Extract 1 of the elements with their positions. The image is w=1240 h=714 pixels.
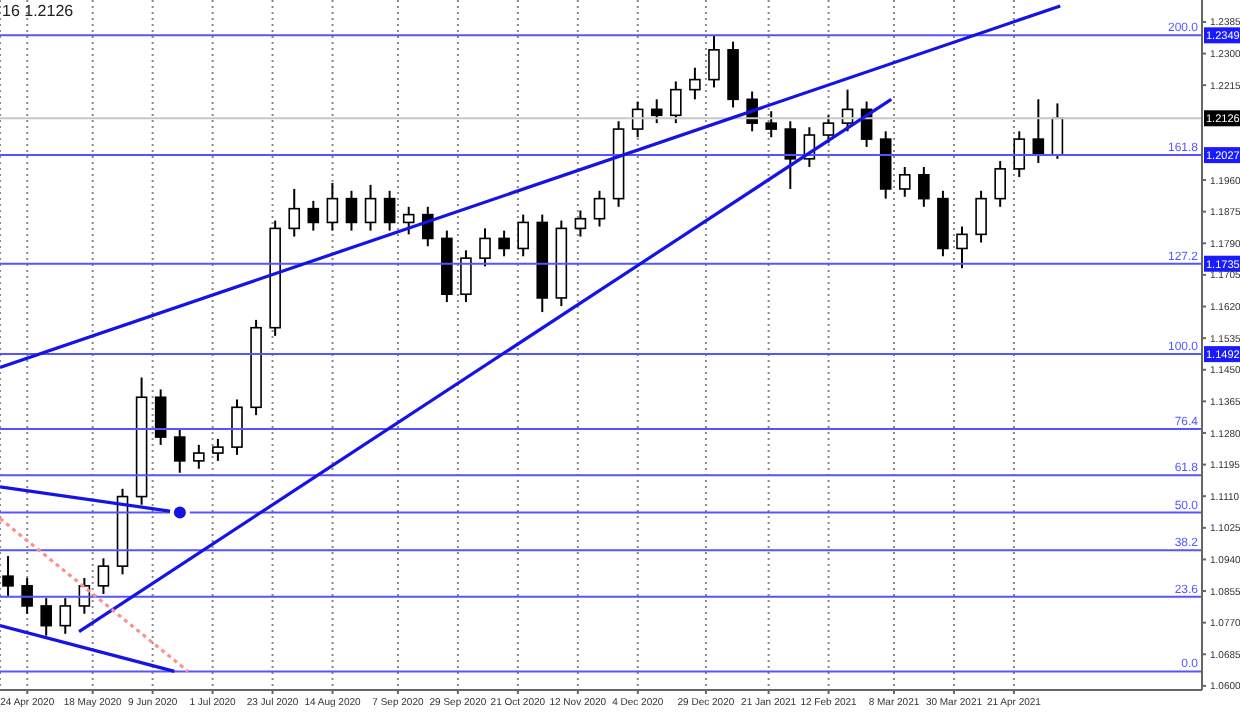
chart-title: 16 1.2126	[2, 2, 74, 20]
